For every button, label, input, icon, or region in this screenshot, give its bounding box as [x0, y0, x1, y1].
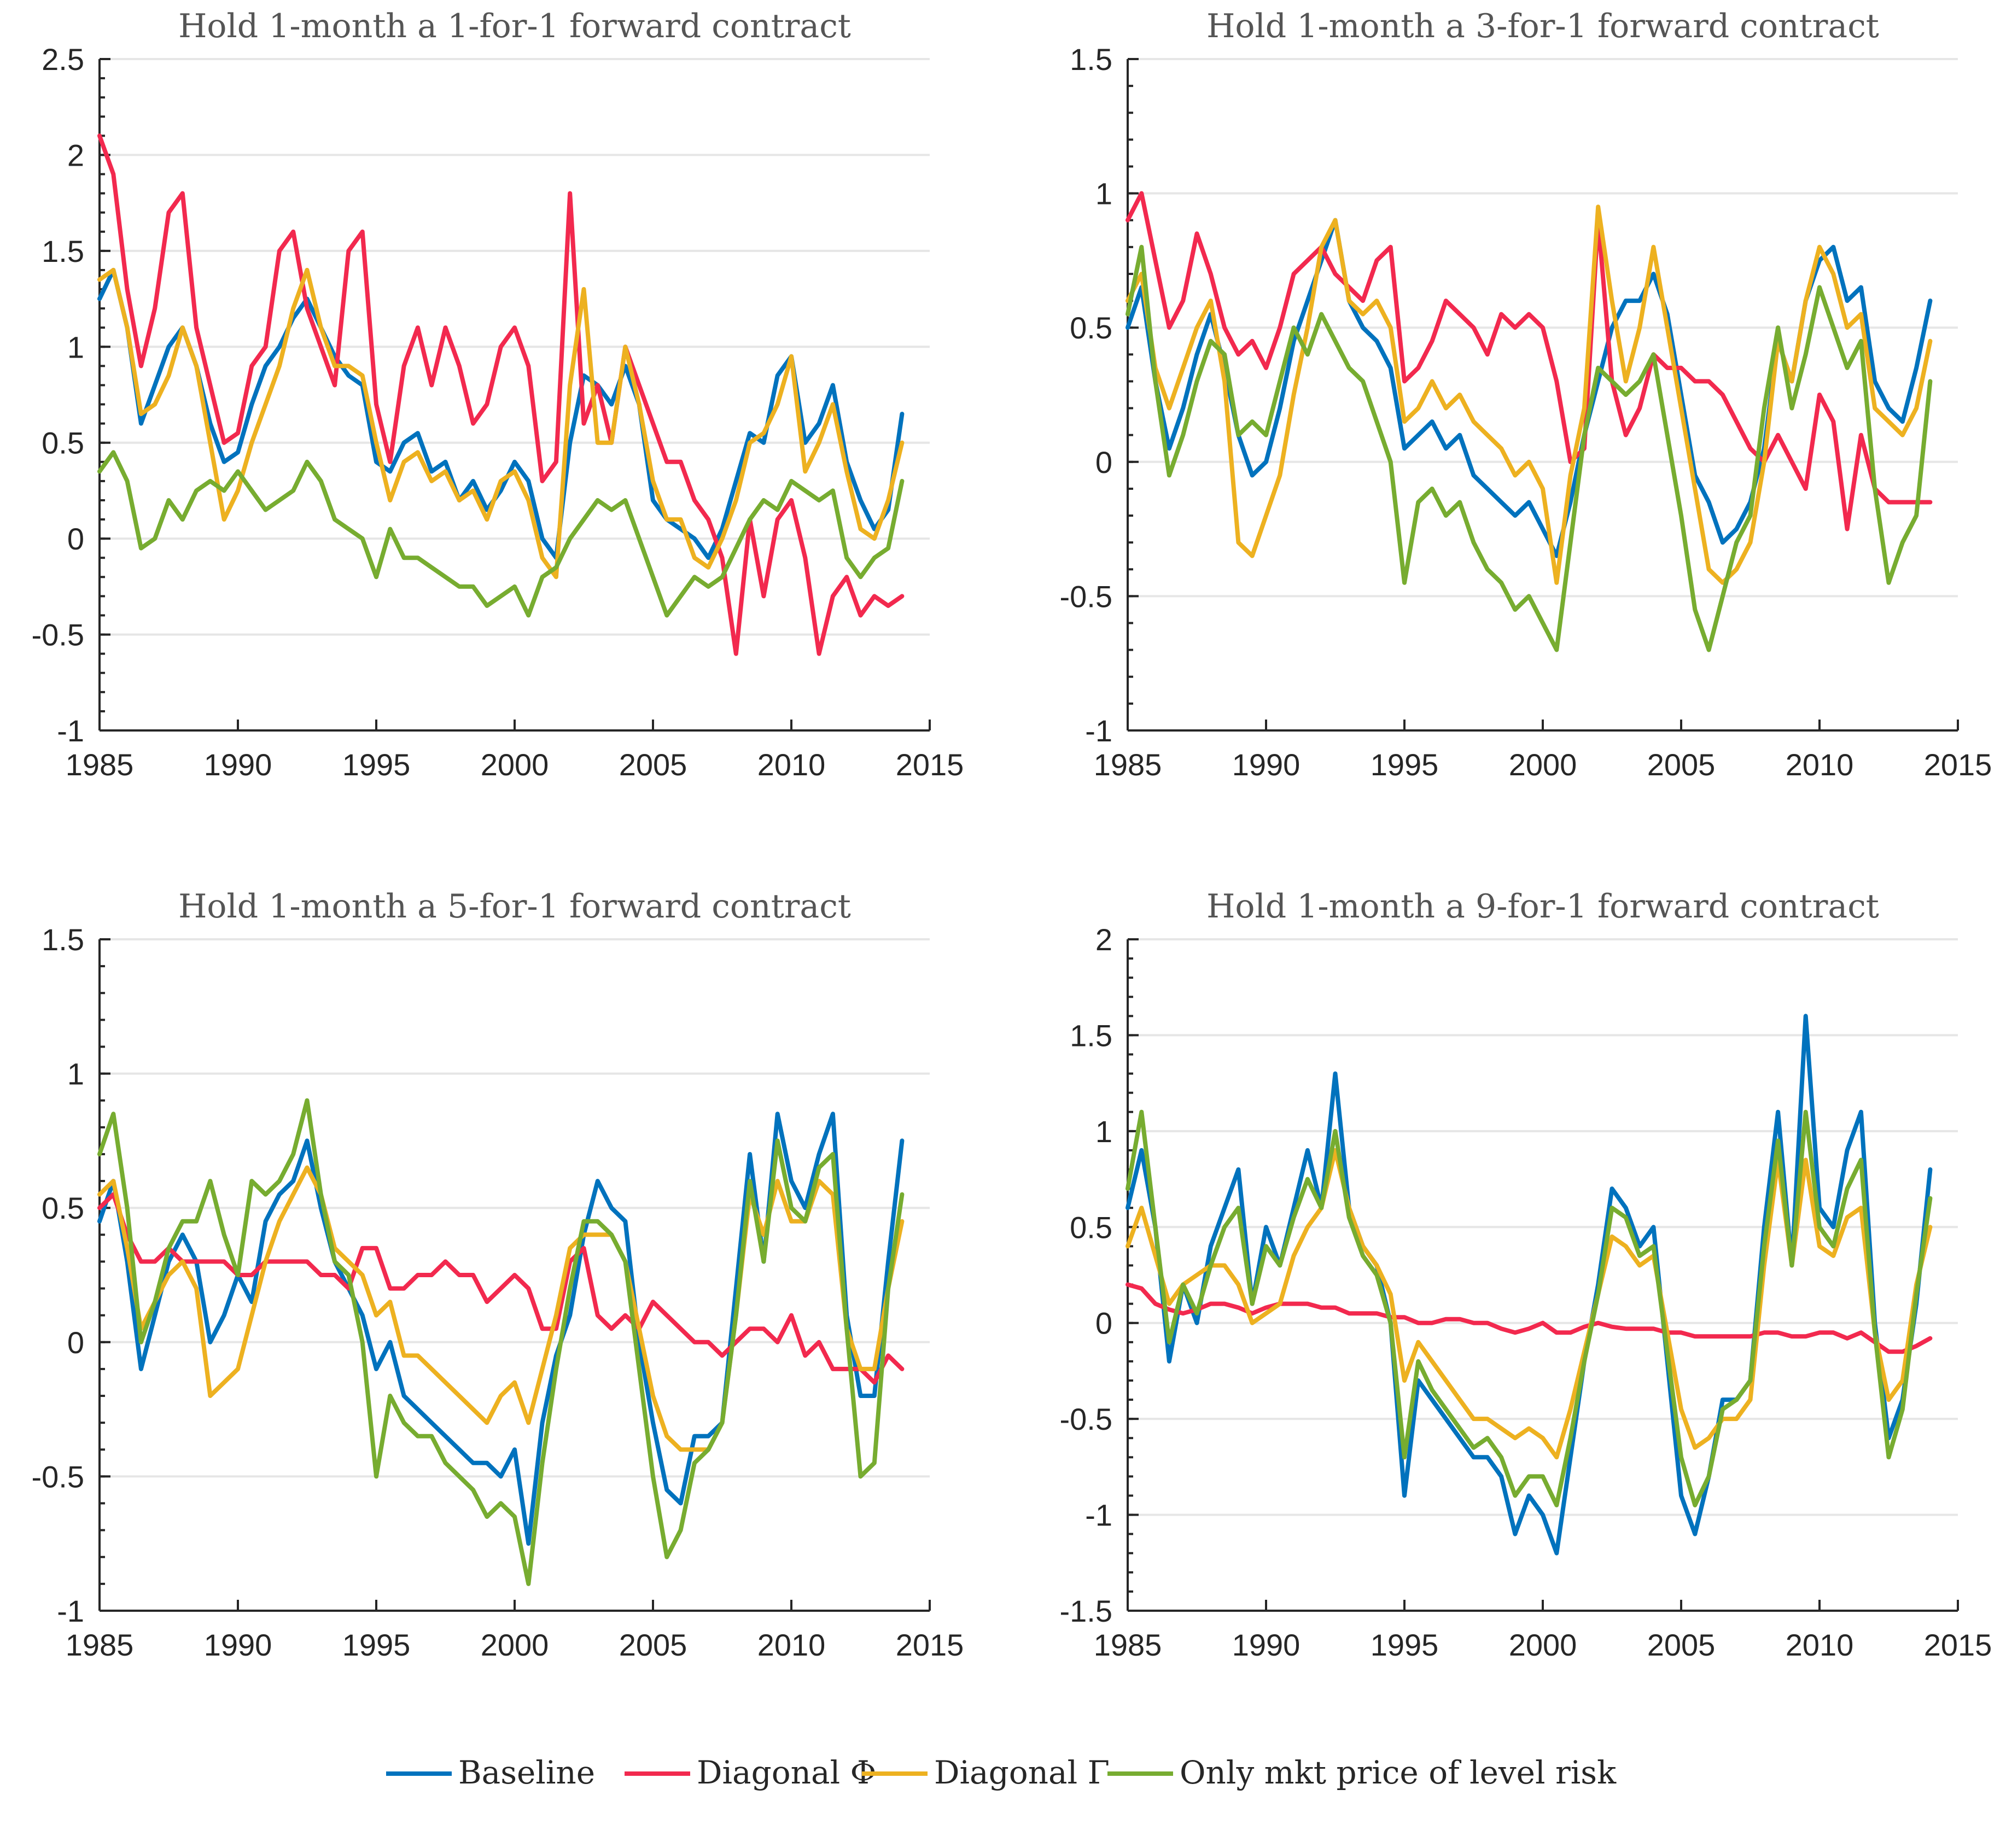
y-tick-label: 0.5	[42, 1191, 84, 1225]
x-tick-label: 1990	[1232, 1628, 1301, 1662]
x-tick-label: 1995	[342, 747, 411, 782]
y-tick-label: -1.5	[1060, 1594, 1113, 1628]
series-line-diagonal	[97, 133, 905, 656]
x-tick-label: 1995	[342, 1628, 411, 1662]
x-tick-label: 2010	[1786, 1628, 1854, 1662]
panel-title: Hold 1-month a 5-for-1 forward contract	[178, 887, 851, 926]
x-tick-label: 1990	[204, 747, 272, 782]
y-tick-label: -1	[57, 714, 84, 748]
y-tick-label: 2.5	[42, 42, 84, 77]
x-tick-label: 1990	[1232, 747, 1301, 782]
legend-item: Baseline	[386, 1754, 595, 1791]
y-tick-label: 0.5	[1070, 311, 1112, 345]
series-line-only-mkt-price-of-level-risk	[1126, 1109, 1933, 1507]
y-tick-label: 1.5	[42, 922, 84, 957]
series-line-diagonal	[1126, 1282, 1933, 1354]
x-tick-label: 2005	[619, 747, 687, 782]
panel-4: -1.5 -1 -0.5 0 0.5 1 1.5 2 1985 1990 1995 2000 2005 2…	[1060, 887, 1992, 1662]
series-line-only-mkt-price-of-level-risk	[97, 1098, 905, 1586]
series-line-baseline	[1126, 1014, 1933, 1555]
y-tick-label: 1.5	[1070, 42, 1112, 77]
x-tick-label: 1990	[204, 1628, 272, 1662]
y-tick-label: 0.5	[1070, 1210, 1112, 1244]
x-tick-label: 2015	[896, 747, 964, 782]
series-line-diagonal	[1126, 191, 1933, 531]
y-tick-label: -1	[1085, 714, 1112, 748]
panel-title: Hold 1-month a 9-for-1 forward contract	[1206, 887, 1879, 926]
x-tick-label: 2010	[757, 1628, 826, 1662]
legend-label: Baseline	[458, 1754, 595, 1791]
x-tick-label: 2015	[896, 1628, 964, 1662]
y-tick-label: 1	[67, 1057, 84, 1091]
series-line-diagonal	[97, 267, 905, 580]
series-line-baseline	[97, 1112, 905, 1546]
x-tick-label: 2000	[1509, 1628, 1577, 1662]
y-tick-label: 1.5	[1070, 1018, 1112, 1052]
x-tick-label: 2000	[481, 1628, 549, 1662]
series-line-only-mkt-price-of-level-risk	[1126, 244, 1933, 652]
x-tick-label: 2015	[1924, 1628, 1992, 1662]
y-tick-label: 1.5	[42, 234, 84, 268]
x-tick-label: 2010	[1786, 747, 1854, 782]
y-tick-label: -1	[57, 1594, 84, 1628]
x-tick-label: 1995	[1371, 1628, 1439, 1662]
x-tick-label: 2000	[481, 747, 549, 782]
legend-item: Diagonal Γ	[862, 1754, 1110, 1791]
panel-3: -1 -0.5 0 0.5 1 1.5 1985 1990 1995 2000 2005 2010 20…	[32, 887, 964, 1662]
series-line-diagonal	[97, 1192, 905, 1385]
y-tick-label: 2	[1095, 922, 1112, 957]
y-tick-label: -0.5	[32, 618, 85, 652]
y-tick-label: 0	[67, 1325, 84, 1360]
y-tick-label: 1	[1095, 177, 1112, 211]
x-tick-label: 2000	[1509, 747, 1577, 782]
y-tick-label: 0.5	[42, 426, 84, 460]
panel-2: -1 -0.5 0 0.5 1 1.5 1985 1990 1995 2000 2005 2010 20…	[1060, 7, 1992, 782]
y-tick-label: 0	[67, 522, 84, 556]
series-line-baseline	[1126, 218, 1933, 558]
y-tick-label: 0	[1095, 1306, 1112, 1341]
x-tick-label: 2015	[1924, 747, 1992, 782]
panel-title: Hold 1-month a 1-for-1 forward contract	[178, 7, 851, 45]
series-line-diagonal	[1126, 204, 1933, 585]
x-tick-label: 1995	[1371, 747, 1439, 782]
y-tick-label: 2	[67, 138, 84, 172]
x-tick-label: 2005	[1647, 1628, 1716, 1662]
panel-title: Hold 1-month a 3-for-1 forward contract	[1206, 7, 1879, 45]
y-tick-label: 1	[1095, 1114, 1112, 1149]
panel-1: -1 -0.5 0 0.5 1 1.5 2 2.5 1985 1990 1995 2000 2005 20…	[32, 7, 964, 782]
y-tick-label: -1	[1085, 1498, 1112, 1533]
x-tick-label: 2005	[619, 1628, 687, 1662]
legend-label: Diagonal Γ	[934, 1754, 1110, 1791]
y-tick-label: -0.5	[1060, 1402, 1113, 1436]
y-tick-label: 1	[67, 330, 84, 364]
legend-label: Only mkt price of level risk	[1180, 1754, 1617, 1791]
legend-item: Only mkt price of level risk	[1107, 1754, 1617, 1791]
x-tick-label: 2010	[757, 747, 826, 782]
series-line-only-mkt-price-of-level-risk	[97, 450, 905, 618]
y-tick-label: 0	[1095, 445, 1112, 479]
x-tick-label: 1985	[1094, 1628, 1162, 1662]
legend-item: Diagonal Φ	[625, 1754, 876, 1791]
y-tick-label: -0.5	[1060, 579, 1113, 613]
x-tick-label: 1985	[1094, 747, 1162, 782]
legend-label: Diagonal Φ	[697, 1754, 876, 1791]
x-tick-label: 2005	[1647, 747, 1716, 782]
x-tick-label: 1985	[66, 747, 134, 782]
y-tick-label: -0.5	[32, 1459, 85, 1494]
legend: Baseline Diagonal Φ Diagonal Γ Only mkt pri…	[386, 1754, 1617, 1791]
x-tick-label: 1985	[66, 1628, 134, 1662]
series-line-diagonal	[1126, 1148, 1933, 1460]
